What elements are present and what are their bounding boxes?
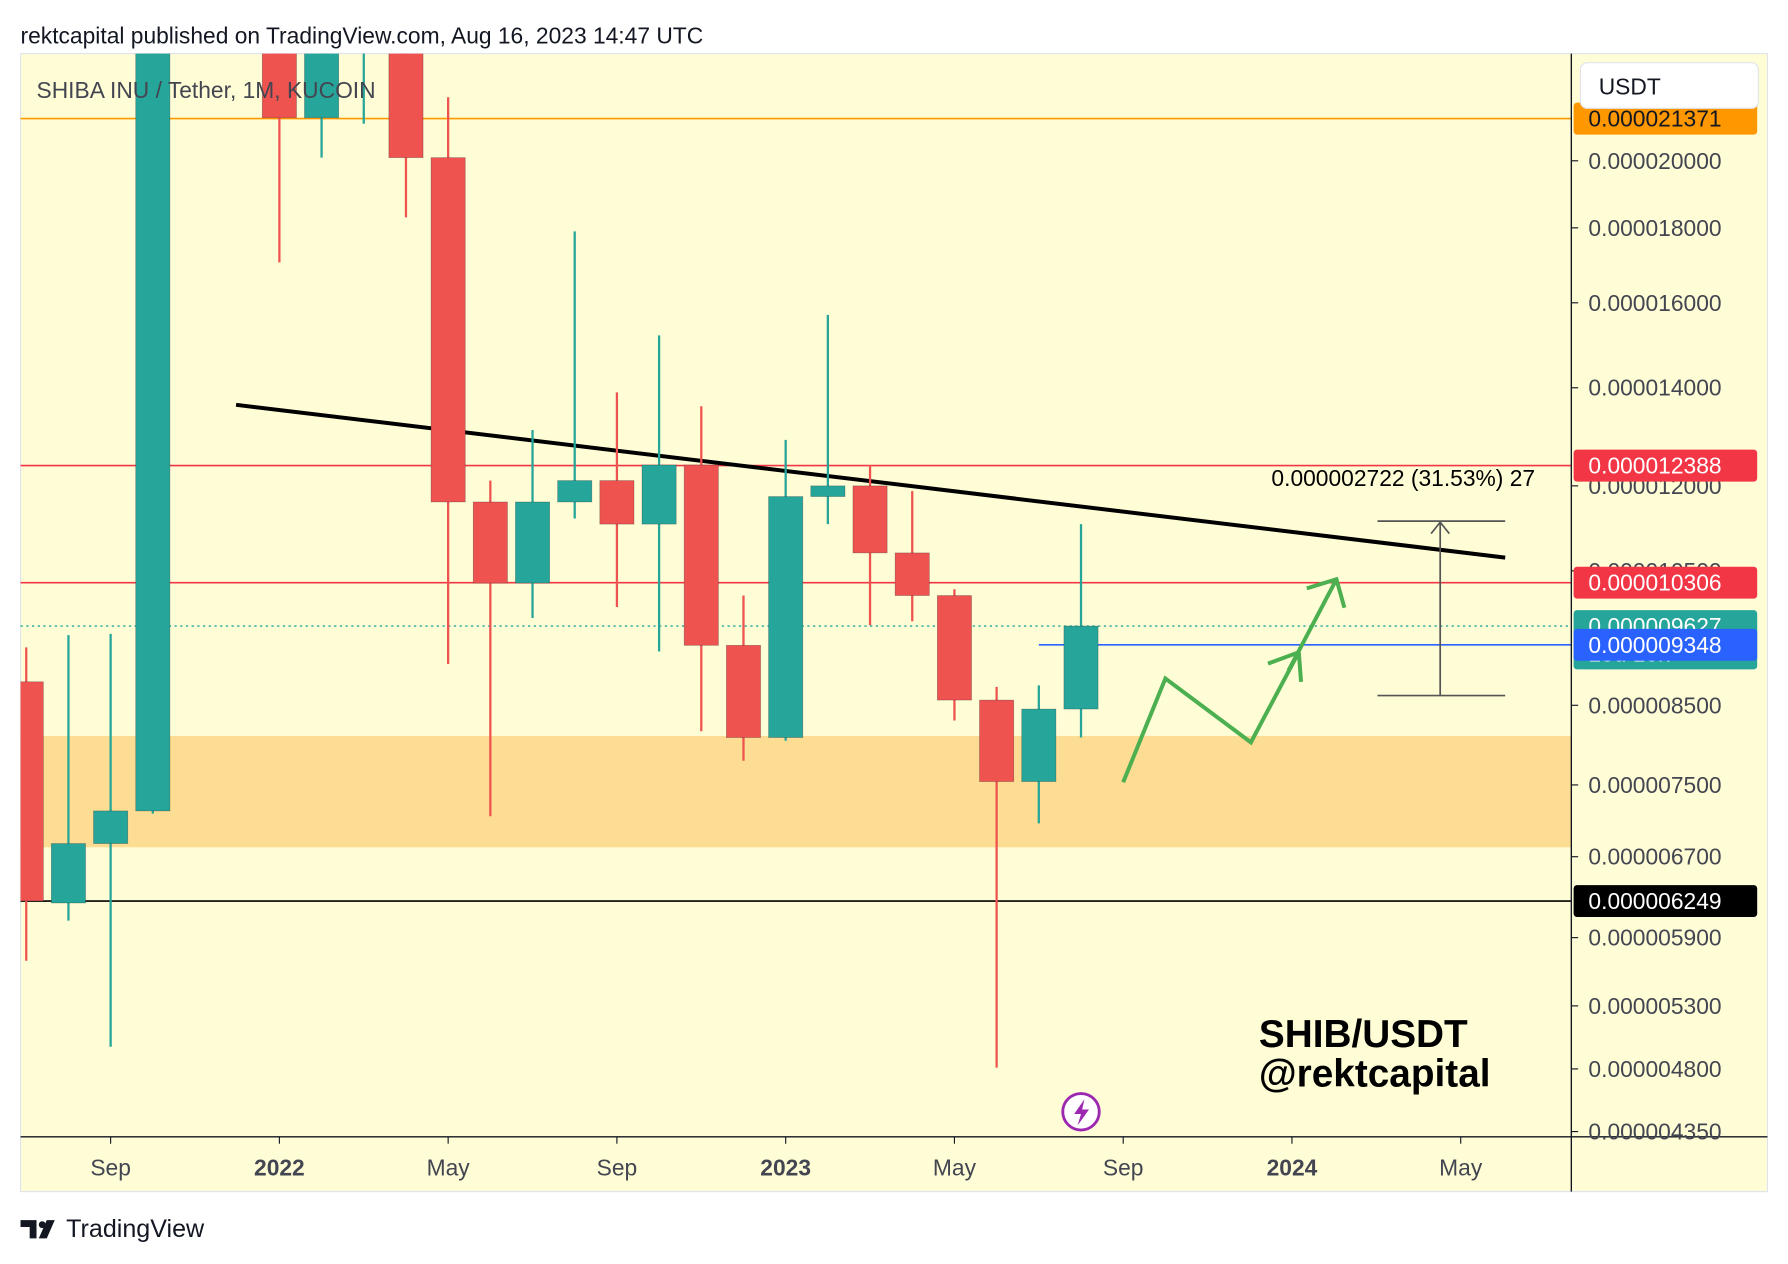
tradingview-logo <box>20 1220 55 1239</box>
candle-body <box>599 480 635 525</box>
candle-body <box>515 501 550 584</box>
candle-body <box>93 810 129 844</box>
candle-body <box>135 53 171 812</box>
candle-body <box>852 485 888 554</box>
candle-body <box>430 157 466 503</box>
y-tick-label: 0.000008500 <box>1588 692 1721 718</box>
price-label-box <box>1573 885 1758 918</box>
x-tick-label: Sep <box>90 1155 131 1181</box>
watermark: SHIB/USDT <box>1259 1013 1468 1056</box>
candle-body <box>1021 708 1057 782</box>
candle-body <box>20 681 44 902</box>
price-label-box <box>1573 102 1758 135</box>
price-label-box <box>1573 628 1758 661</box>
x-tick-label: 2023 <box>760 1155 811 1181</box>
price-label: 0.000006249 <box>1588 888 1721 914</box>
y-tick-label: 0.000020000 <box>1588 148 1721 174</box>
candle-body <box>472 501 508 584</box>
y-tick-label: 0.000004350 <box>1588 1119 1721 1145</box>
y-tick-label: 0.000018000 <box>1588 215 1721 241</box>
x-tick-label: 2022 <box>254 1155 305 1181</box>
y-tick-label: 0.000007500 <box>1588 772 1721 798</box>
candle-body <box>936 595 972 701</box>
y-tick-label: 0.000005900 <box>1588 925 1721 951</box>
x-tick-label: May <box>1439 1155 1483 1181</box>
x-tick-label: Sep <box>1103 1155 1144 1181</box>
plot-area: 0.000002722 (31.53%) 27 <box>20 53 1572 1068</box>
y-tick-label: 0.000014000 <box>1588 375 1721 401</box>
watermark: @rektcapital <box>1259 1053 1491 1096</box>
lightning-icon[interactable] <box>1061 1092 1101 1132</box>
candle-body <box>768 496 804 738</box>
y-tick-label: 0.000004800 <box>1588 1056 1721 1082</box>
candle-body <box>388 53 424 158</box>
price-label: 0.000012388 <box>1588 453 1721 479</box>
projection-path <box>1286 578 1339 672</box>
projection-arrowhead <box>1306 576 1347 609</box>
publish-header: rektcapital published on TradingView.com… <box>21 22 704 48</box>
price-label: 0.000009348 <box>1588 632 1721 658</box>
measure-arrow <box>1430 520 1450 535</box>
candle-body <box>1063 625 1099 710</box>
x-tick-label: 2024 <box>1267 1155 1318 1181</box>
y-tick-label: 0.000005300 <box>1588 993 1721 1019</box>
price-label: 0.000021371 <box>1588 106 1721 132</box>
candle-body <box>641 464 677 525</box>
candle-body <box>683 464 719 646</box>
chart-background <box>19 53 1769 1193</box>
candle-body <box>304 53 340 119</box>
currency-button[interactable] <box>1579 62 1759 109</box>
y-tick-label: 0.000016000 <box>1588 290 1721 316</box>
support-zone <box>20 735 1572 848</box>
symbol-title: SHIBA INU / Tether, 1M, KUCOIN <box>37 77 376 103</box>
price-label-box <box>1573 449 1758 482</box>
brand: TradingView <box>66 1215 205 1243</box>
price-label: 0.000010306 <box>1588 570 1721 596</box>
candle-body <box>810 485 846 497</box>
price-label-box <box>1573 566 1758 599</box>
measure-label: 0.000002722 (31.53%) 27 <box>1271 465 1535 491</box>
x-tick-label: May <box>427 1155 471 1181</box>
y-tick-label: 0.000006700 <box>1588 844 1721 870</box>
candle-body <box>50 843 86 904</box>
candle-body <box>894 552 930 596</box>
candle-body <box>261 53 297 119</box>
candle-body <box>726 644 761 738</box>
x-tick-label: May <box>933 1155 977 1181</box>
x-tick-label: Sep <box>597 1155 638 1181</box>
candle-body <box>557 480 593 503</box>
projection-path <box>1121 651 1301 783</box>
candle-body <box>979 699 1015 782</box>
price-axis: 0.000020000 0.000018000 0.000016000 0.00001… <box>90 102 1758 1181</box>
currency-label[interactable]: USDT <box>1599 74 1661 100</box>
